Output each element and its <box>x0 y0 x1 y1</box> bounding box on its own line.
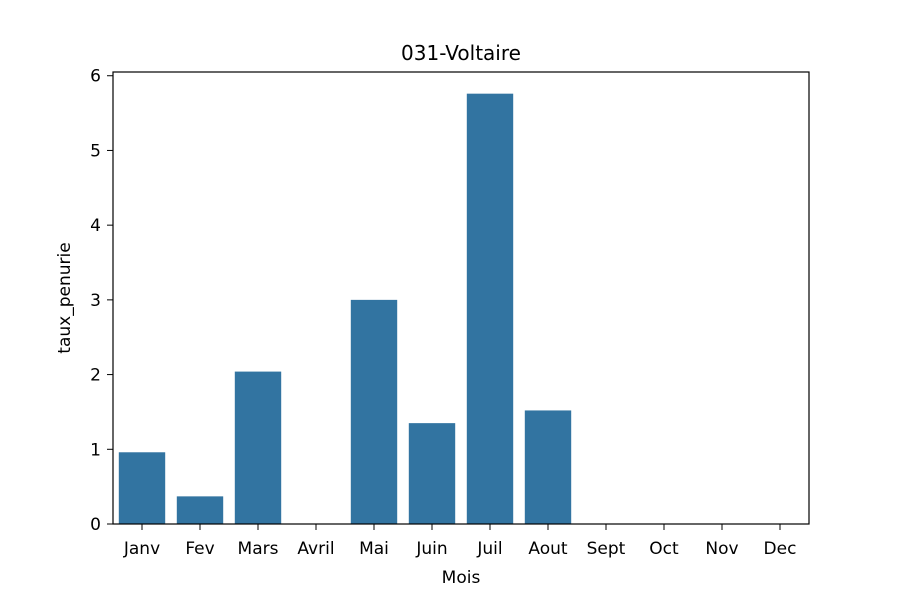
x-tick-label: Dec <box>764 539 797 559</box>
y-tick-label: 5 <box>90 141 101 161</box>
x-tick-label: Aout <box>528 539 568 559</box>
x-tick-label: Juin <box>415 539 447 559</box>
y-tick-label: 0 <box>90 515 101 535</box>
bar-janv <box>118 452 166 524</box>
bar-juin <box>408 423 456 524</box>
x-tick-label: Fev <box>185 539 214 559</box>
x-tick-label: Sept <box>587 539 626 559</box>
bar-juil <box>466 93 514 525</box>
x-tick-label: Mars <box>238 539 279 559</box>
plot-frame <box>112 71 810 525</box>
x-tick-label: Oct <box>649 539 679 559</box>
y-tick-label: 2 <box>90 366 101 386</box>
x-tick-label: Janv <box>123 539 160 559</box>
chart-title: 031-Voltaire <box>401 41 521 65</box>
x-tick-label: Nov <box>705 539 738 559</box>
x-axis-label: Mois <box>442 568 481 588</box>
x-tick-label: Avril <box>297 539 334 559</box>
bar-aout <box>524 410 572 524</box>
bars-layer <box>118 93 572 525</box>
y-tick-label: 6 <box>90 67 101 87</box>
bar-mai <box>350 299 398 524</box>
y-tick-label: 1 <box>90 440 101 460</box>
y-axis-label: taux_penurie <box>55 242 75 353</box>
y-tick-label: 4 <box>90 216 101 236</box>
bar-mars <box>234 371 282 524</box>
x-tick-label: Juil <box>476 539 502 559</box>
bar-fev <box>176 496 224 524</box>
y-tick-label: 3 <box>90 291 101 311</box>
ticks-layer: Janv Fev Mars Avril Mai Juin Juil Aout Sept Oct No… <box>90 67 796 559</box>
x-tick-label: Mai <box>359 539 389 559</box>
